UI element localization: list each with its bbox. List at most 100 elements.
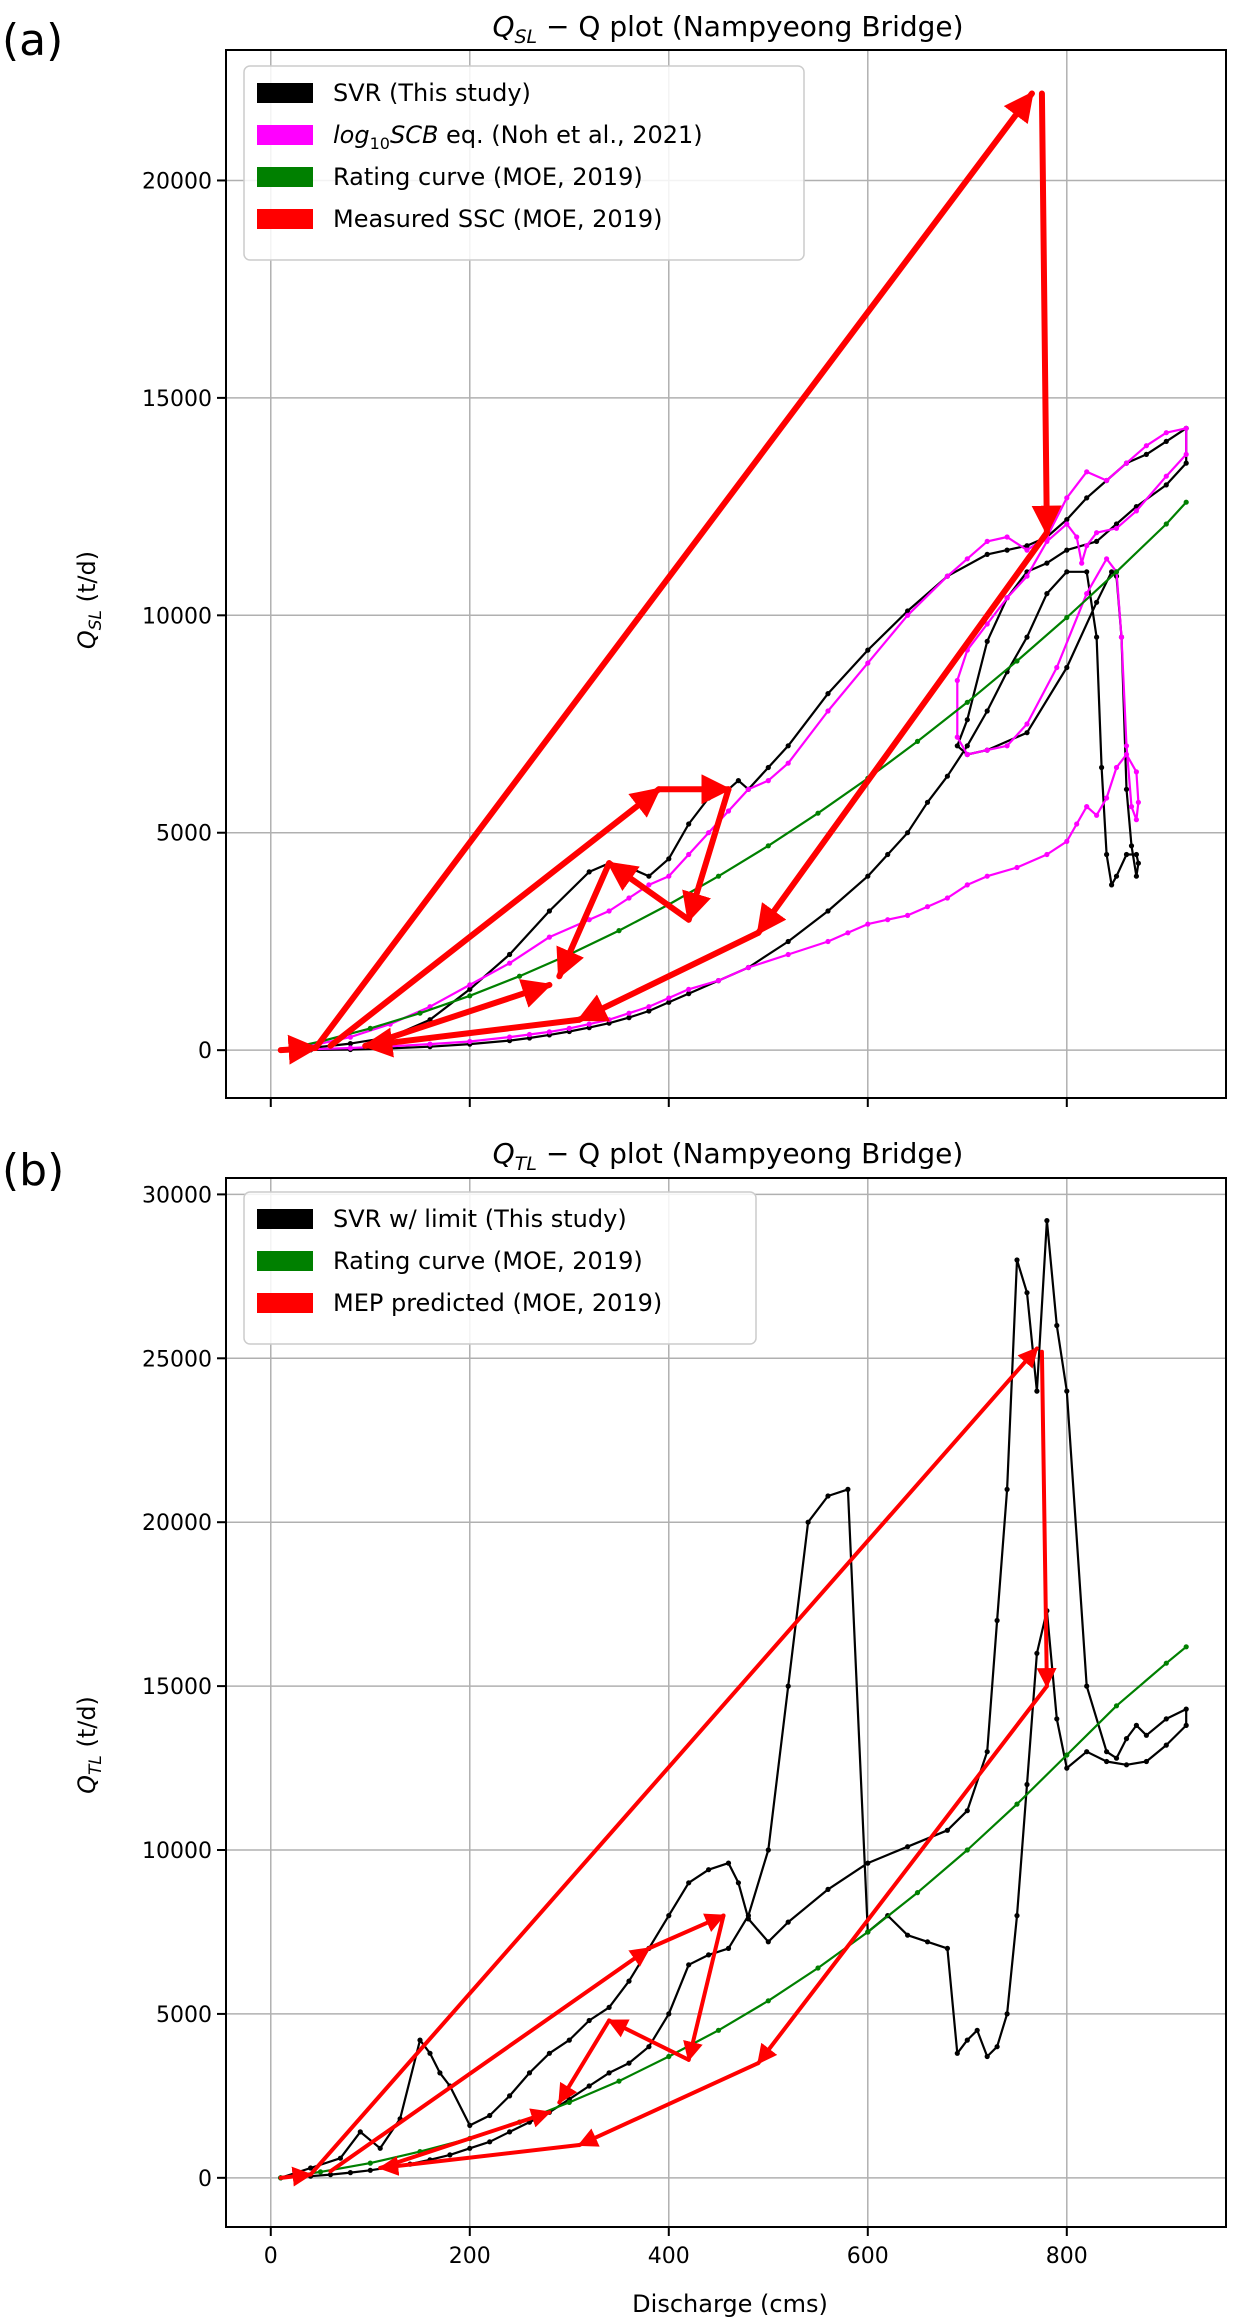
- series-0-a-point: [1109, 569, 1115, 575]
- series-1-a-point: [954, 677, 960, 684]
- series-1-a-point: [1044, 851, 1050, 858]
- series-0-a-point: [666, 856, 672, 862]
- series-0-a-point: [1084, 569, 1090, 575]
- series-0-b-point: [1034, 1388, 1040, 1394]
- series-2-a-point: [1064, 614, 1070, 621]
- series-0-b-point: [984, 1749, 990, 1755]
- series-1-a-point: [785, 760, 791, 766]
- series-0-b-point: [1054, 1716, 1060, 1722]
- series-1-b-point: [1163, 1660, 1169, 1666]
- series-1-b-point: [914, 1890, 921, 1896]
- series-0-b-line: [280, 1219, 1188, 2179]
- series-1-a-point: [1004, 534, 1010, 540]
- series-1-a-point: [1104, 795, 1110, 801]
- series-1-a-point: [467, 1038, 473, 1045]
- series-1-a-point: [1118, 634, 1125, 640]
- series-1-b-point: [1113, 1703, 1120, 1709]
- series-2-b-arrow-9: [683, 1913, 726, 2062]
- series-1-a-point: [1128, 804, 1135, 810]
- chart-title-b: QTL − Q plot (Nampyeong Bridge): [493, 1137, 964, 1175]
- series-0-a-point: [1044, 560, 1050, 566]
- x-tick-label-0-b: 0: [264, 2244, 278, 2269]
- series-1-a-point: [1163, 473, 1169, 479]
- series-0-b-point: [686, 1880, 692, 1886]
- series-2-a-point: [964, 699, 970, 705]
- series-1-b-point: [1014, 1801, 1020, 1807]
- series-0-a-point: [1128, 843, 1135, 849]
- series-2-b-arrow-2: [1036, 1349, 1057, 1689]
- panel-a: (a) QSL − Q plot (Nampyeong Bridge) 0 500…: [2, 10, 1227, 1107]
- series-0-b-point: [367, 2167, 373, 2173]
- panel-label-b: (b): [2, 1145, 64, 1196]
- series-1-b-point: [666, 2053, 672, 2060]
- series-1-a-point: [964, 882, 970, 888]
- series-1-a-point: [1094, 530, 1100, 536]
- series-2-a-point: [715, 873, 722, 879]
- series-0-b-point: [467, 2145, 473, 2151]
- series-0-b-point: [646, 2044, 652, 2050]
- series-0-a-point: [1163, 438, 1169, 444]
- series-1-a-point: [1084, 543, 1090, 549]
- series-1-b-point: [964, 1847, 970, 1853]
- legend-swatch-measured-a: [257, 209, 313, 229]
- series-1-a-point: [507, 960, 513, 966]
- series-1-a-point: [765, 778, 771, 784]
- series-0-b-point: [1084, 1683, 1090, 1689]
- series-0-b-point: [507, 2129, 513, 2135]
- series-0-b-point: [785, 1683, 791, 1689]
- y-axis-label-b: QTL (t/d): [73, 1696, 106, 1794]
- legend-box-b: [243, 1191, 757, 1345]
- series-0-a-point: [984, 551, 990, 558]
- series-0-a-point: [825, 908, 831, 914]
- series-0-a-point: [646, 873, 652, 879]
- series-1-a-point: [646, 1004, 652, 1010]
- series-1-a-point: [944, 895, 951, 901]
- series-0-a-point: [944, 773, 951, 779]
- series-1-a-point: [606, 1017, 612, 1023]
- series-0-b-point: [825, 1493, 831, 1499]
- series-0-b-point: [606, 2070, 612, 2076]
- series-3-a-arrow-7: [327, 786, 662, 1049]
- series-0-b-point: [1064, 1765, 1070, 1771]
- series-0-a-point: [825, 691, 831, 697]
- series-0-a-line: [280, 427, 1188, 1052]
- series-1-a-point: [1143, 443, 1149, 449]
- series-1-a-point: [1084, 804, 1090, 810]
- series-0-b-point: [327, 2172, 334, 2178]
- series-0-b-point: [606, 2004, 612, 2010]
- series-0-a-point: [1123, 786, 1130, 792]
- series-2-a-point: [467, 993, 473, 999]
- series-1-a-point: [1123, 460, 1130, 466]
- series-1-a-point: [626, 1010, 632, 1016]
- series-0-b-point: [447, 2152, 453, 2158]
- series-0-b-point: [845, 1486, 851, 1492]
- series-0-b-point: [1143, 1732, 1149, 1738]
- series-0-b-point: [546, 2050, 553, 2056]
- series-1-a-point: [924, 904, 931, 910]
- series-1-a-point: [467, 982, 473, 988]
- series-1-a-point: [964, 751, 970, 758]
- x-tick-label-200-b: 200: [449, 2244, 491, 2269]
- series-0-b-point: [944, 1827, 951, 1833]
- series-2-b-arrow-7: [328, 1946, 651, 2174]
- series-1-a-point: [1123, 743, 1130, 749]
- series-2-a-point: [765, 843, 771, 849]
- series-0-b-point: [1183, 1706, 1189, 1712]
- series-1-a-point: [745, 786, 752, 792]
- series-0-a-point: [1104, 851, 1110, 858]
- series-0-b-point: [964, 2037, 970, 2043]
- series-1-a-point: [1024, 573, 1030, 579]
- series-0-b-point: [1123, 1762, 1130, 1768]
- series-0-b-point: [1163, 1742, 1169, 1748]
- series-1-a-point: [526, 1031, 533, 1038]
- series-1-a-point: [964, 556, 970, 562]
- series-0-b-point: [1113, 1755, 1120, 1761]
- series-1-a-point: [825, 938, 831, 945]
- series-1-a-point: [715, 978, 722, 984]
- series-1-a-point: [666, 873, 672, 879]
- series-1-a-point: [905, 912, 911, 919]
- series-0-a-point: [706, 795, 712, 801]
- series-0-a-point: [1135, 860, 1141, 866]
- series-3-a-arrow-11: [556, 860, 613, 980]
- series-3-a-arrow-3: [755, 529, 1050, 936]
